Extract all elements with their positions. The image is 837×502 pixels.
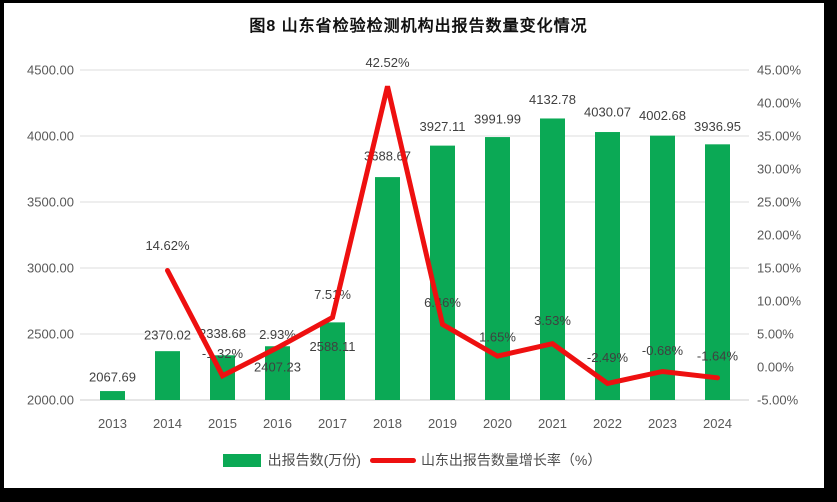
bar-value-label: 2067.69 [89, 370, 136, 385]
left-axis-tick-label: 4500.00 [27, 63, 74, 78]
line-value-label: 1.65% [479, 330, 516, 345]
bar [540, 118, 565, 401]
x-axis-label: 2016 [263, 416, 292, 431]
x-axis-label: 2013 [98, 416, 127, 431]
line-value-label: 2.93% [259, 327, 296, 342]
line-series-label: 山东出报告数量增长率（%） [420, 452, 602, 468]
bar-series-marker [222, 453, 261, 467]
bar-series-label: 出报告数(万份) [267, 452, 361, 468]
bar-value-label: 2588.11 [309, 339, 355, 354]
line-value-label: 7.51% [314, 287, 351, 302]
right-axis-tick-label: 20.00% [757, 228, 802, 243]
x-axis-label: 2023 [648, 416, 677, 431]
line-value-label: -0.68% [642, 343, 684, 358]
x-axis-label: 2022 [593, 416, 622, 431]
chart-legend: 出报告数(万份) 山东出报告数量增长率（%） [0, 450, 824, 470]
bar [375, 177, 400, 400]
line-value-label: -1.64% [697, 348, 739, 363]
chart-canvas [4, 3, 824, 488]
x-axis-label: 2017 [318, 416, 347, 431]
line-series-marker [369, 457, 416, 463]
bar [430, 145, 455, 400]
x-axis-label: 2019 [428, 416, 457, 431]
bar-value-label: 4002.68 [639, 108, 686, 123]
left-axis-tick-label: 3500.00 [27, 195, 74, 210]
right-axis-tick-label: -5.00% [757, 393, 799, 408]
bar [485, 137, 510, 401]
line-value-label: -2.49% [587, 350, 629, 365]
left-axis-tick-label: 4000.00 [27, 129, 74, 144]
line-value-label: 42.52% [365, 55, 410, 70]
bar [650, 135, 675, 400]
right-axis-tick-label: 35.00% [757, 129, 802, 144]
right-axis-tick-label: 30.00% [757, 162, 802, 177]
line-value-label: 3.53% [534, 313, 571, 328]
bar-value-label: 3927.11 [419, 119, 465, 134]
growth-rate-line [165, 85, 720, 387]
right-axis-tick-label: 15.00% [757, 261, 802, 276]
left-axis-tick-label: 3000.00 [27, 261, 74, 276]
left-axis-tick-label: 2500.00 [27, 327, 74, 342]
legend-item-bars: 出报告数(万份) [222, 450, 361, 470]
bar [705, 144, 730, 400]
bar-value-label: 3688.67 [364, 149, 411, 164]
bar [100, 391, 125, 400]
right-axis-tick-label: 5.00% [757, 327, 794, 342]
right-axis-tick-label: 0.00% [757, 360, 794, 375]
x-axis-label: 2021 [538, 416, 567, 431]
line-value-label: 6.46% [424, 295, 461, 310]
bar-value-label: 2370.02 [144, 328, 191, 343]
bar-value-label: 4132.78 [529, 92, 576, 107]
x-axis-label: 2015 [208, 416, 237, 431]
x-axis-label: 2020 [483, 416, 512, 431]
bar-value-label: 2338.68 [199, 326, 246, 341]
line-value-label: 14.62% [145, 238, 190, 253]
right-axis-tick-label: 45.00% [757, 63, 802, 78]
bar [155, 351, 180, 400]
x-axis-label: 2024 [703, 416, 732, 431]
bar [320, 322, 345, 400]
chart-title: 图8 山东省检验检测机构出报告数量变化情况 [249, 18, 588, 35]
bar [595, 132, 620, 400]
right-axis-tick-label: 25.00% [757, 195, 802, 210]
right-axis-tick-label: 40.00% [757, 96, 802, 111]
x-axis-label: 2018 [373, 416, 402, 431]
bar-value-label: 4030.07 [584, 105, 631, 120]
bar-value-label: 3991.99 [474, 112, 521, 127]
right-axis-tick-label: 10.00% [757, 294, 802, 309]
bar-value-label: 3936.95 [694, 119, 741, 134]
bar-value-label: 2407.23 [254, 360, 301, 375]
x-axis-label: 2014 [153, 416, 182, 431]
bar [265, 346, 290, 400]
left-axis-tick-label: 2000.00 [27, 393, 74, 408]
legend-item-line: 山东出报告数量增长率（%） [361, 450, 601, 470]
